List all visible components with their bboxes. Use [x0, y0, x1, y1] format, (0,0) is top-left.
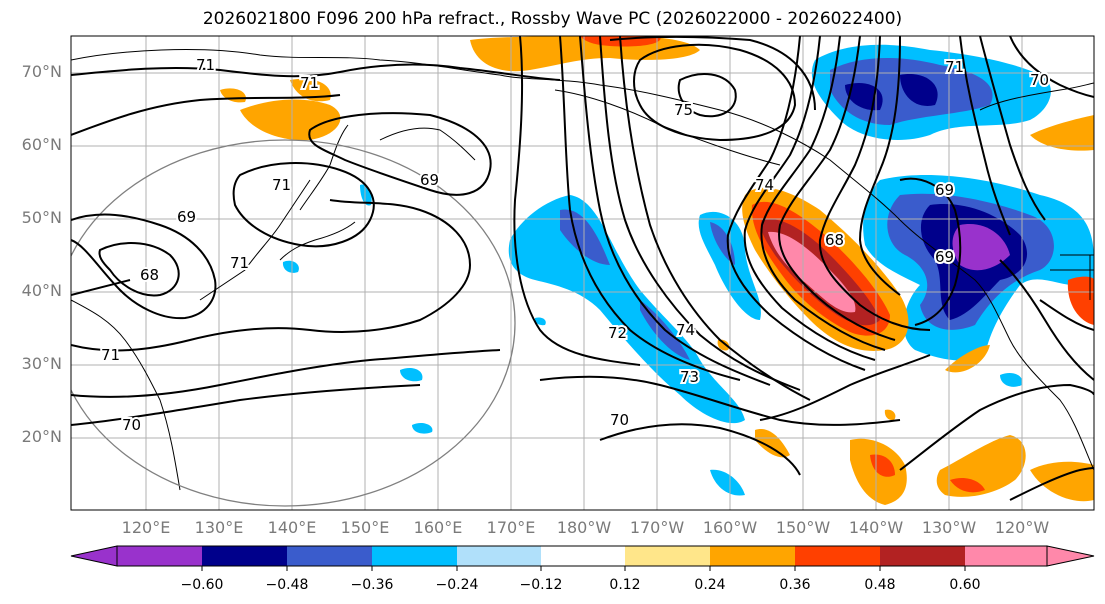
- colorbar: [70, 545, 1095, 571]
- lon-label: 170°W: [629, 518, 685, 537]
- contour-labels: 71 71 71 69 69 68 71 71 70 69 72 74 74 7…: [99, 54, 1051, 436]
- colorbar-extend-high: [1046, 545, 1095, 567]
- negative-anomaly-region: [900, 74, 938, 106]
- positive-anomaly-region: [950, 478, 985, 493]
- colorbar-segment: [541, 546, 625, 566]
- positive-anomaly-region: [884, 409, 896, 421]
- contour-label: 71: [101, 346, 120, 364]
- lon-label: 120°E: [121, 518, 171, 537]
- colorbar-tick-label: 0.24: [694, 577, 726, 593]
- contour-label: 68: [825, 231, 844, 249]
- colorbar-tick-label: −0.60: [180, 577, 224, 593]
- colorbar-segment: [710, 546, 795, 566]
- contour-label: 69: [935, 248, 954, 266]
- contour-label: 73: [680, 368, 699, 386]
- negative-anomaly-region: [412, 422, 433, 434]
- lat-label: 60°N: [21, 135, 62, 154]
- negative-anomaly-region: [400, 368, 423, 382]
- contour-label: 69: [177, 208, 196, 226]
- contour-label: 71: [272, 176, 291, 194]
- contour-label: 70: [1030, 71, 1049, 89]
- map-frame: [70, 35, 1095, 511]
- lon-label: 150°E: [340, 518, 390, 537]
- colorbar-segment: [202, 546, 287, 566]
- lat-label: 50°N: [21, 208, 62, 227]
- positive-anomaly-region: [1067, 276, 1094, 325]
- colorbar-tick-label: 0.12: [609, 577, 641, 593]
- negative-anomaly-region: [952, 224, 1010, 271]
- negative-anomaly-region: [508, 195, 745, 424]
- contour-label: 69: [935, 181, 954, 199]
- lon-label: 130°W: [921, 518, 977, 537]
- contour-label: 71: [300, 74, 319, 92]
- contour-label: 74: [755, 176, 774, 194]
- colorbar-segment: [880, 546, 965, 566]
- contour-label: 71: [230, 254, 249, 272]
- positive-anomaly-region: [717, 339, 730, 351]
- colorbar-tick-label: 0.48: [864, 577, 896, 593]
- colorbar-tick-label: 0.36: [779, 577, 811, 593]
- colorbar-tick-label: −0.48: [265, 577, 309, 593]
- lon-label: 120°W: [994, 518, 1050, 537]
- lon-label: 160°W: [702, 518, 758, 537]
- colorbar-tick-label: −0.12: [519, 577, 563, 593]
- negative-anomaly-region: [1000, 373, 1023, 387]
- lat-label: 40°N: [21, 281, 62, 300]
- colorbar-segment: [625, 546, 710, 566]
- lon-label: 150°W: [775, 518, 831, 537]
- colorbar-segment: [457, 546, 541, 566]
- lon-label: 160°E: [413, 518, 463, 537]
- contour-label: 71: [196, 56, 215, 74]
- map-panel: 71 71 71 69 69 68 71 71 70 69 72 74 74 7…: [71, 36, 1094, 510]
- colorbar-tick-label: 0.60: [949, 577, 981, 593]
- lon-label: 170°E: [486, 518, 536, 537]
- lat-label: 30°N: [21, 354, 62, 373]
- negative-anomaly-region: [282, 260, 299, 273]
- colorbar-segment: [287, 546, 372, 566]
- colorbar-tick-label: −0.36: [350, 577, 394, 593]
- contours: [71, 36, 1094, 501]
- positive-anomaly-region: [945, 345, 990, 373]
- colorbar-segment: [795, 546, 880, 566]
- colorbar-segment: [965, 546, 1047, 566]
- contour-label: 70: [122, 416, 141, 434]
- positive-anomaly-region: [1030, 115, 1094, 151]
- colorbar-segment: [117, 546, 202, 566]
- contour-label: 71: [945, 58, 964, 76]
- negative-anomaly-region: [534, 317, 546, 326]
- lon-label: 130°E: [194, 518, 244, 537]
- colorbar-segment: [372, 546, 457, 566]
- contour-label: 72: [608, 324, 627, 342]
- lon-label: 140°E: [267, 518, 317, 537]
- lat-label: 20°N: [21, 427, 62, 446]
- lon-label: 140°W: [848, 518, 904, 537]
- positive-anomaly-region: [240, 99, 341, 141]
- lon-label: 180°W: [556, 518, 612, 537]
- contour-label: 68: [140, 266, 159, 284]
- contour-label: 70: [610, 411, 629, 429]
- colorbar-frame: [116, 545, 1048, 567]
- negative-anomaly-region: [710, 469, 745, 496]
- map-title: 2026021800 F096 200 hPa refract., Rossby…: [202, 9, 903, 29]
- lat-label: 70°N: [21, 62, 62, 81]
- colorbar-tick-label: −0.24: [435, 577, 479, 593]
- coastlines: [71, 49, 1094, 491]
- contour-label: 74: [676, 321, 695, 339]
- contour-label: 69: [420, 171, 439, 189]
- reference-circle: [71, 139, 516, 507]
- colorbar-extend-low: [70, 545, 118, 567]
- positive-anomaly-region: [755, 429, 790, 458]
- positive-anomaly-region: [1030, 461, 1094, 502]
- contour-label: 75: [674, 101, 693, 119]
